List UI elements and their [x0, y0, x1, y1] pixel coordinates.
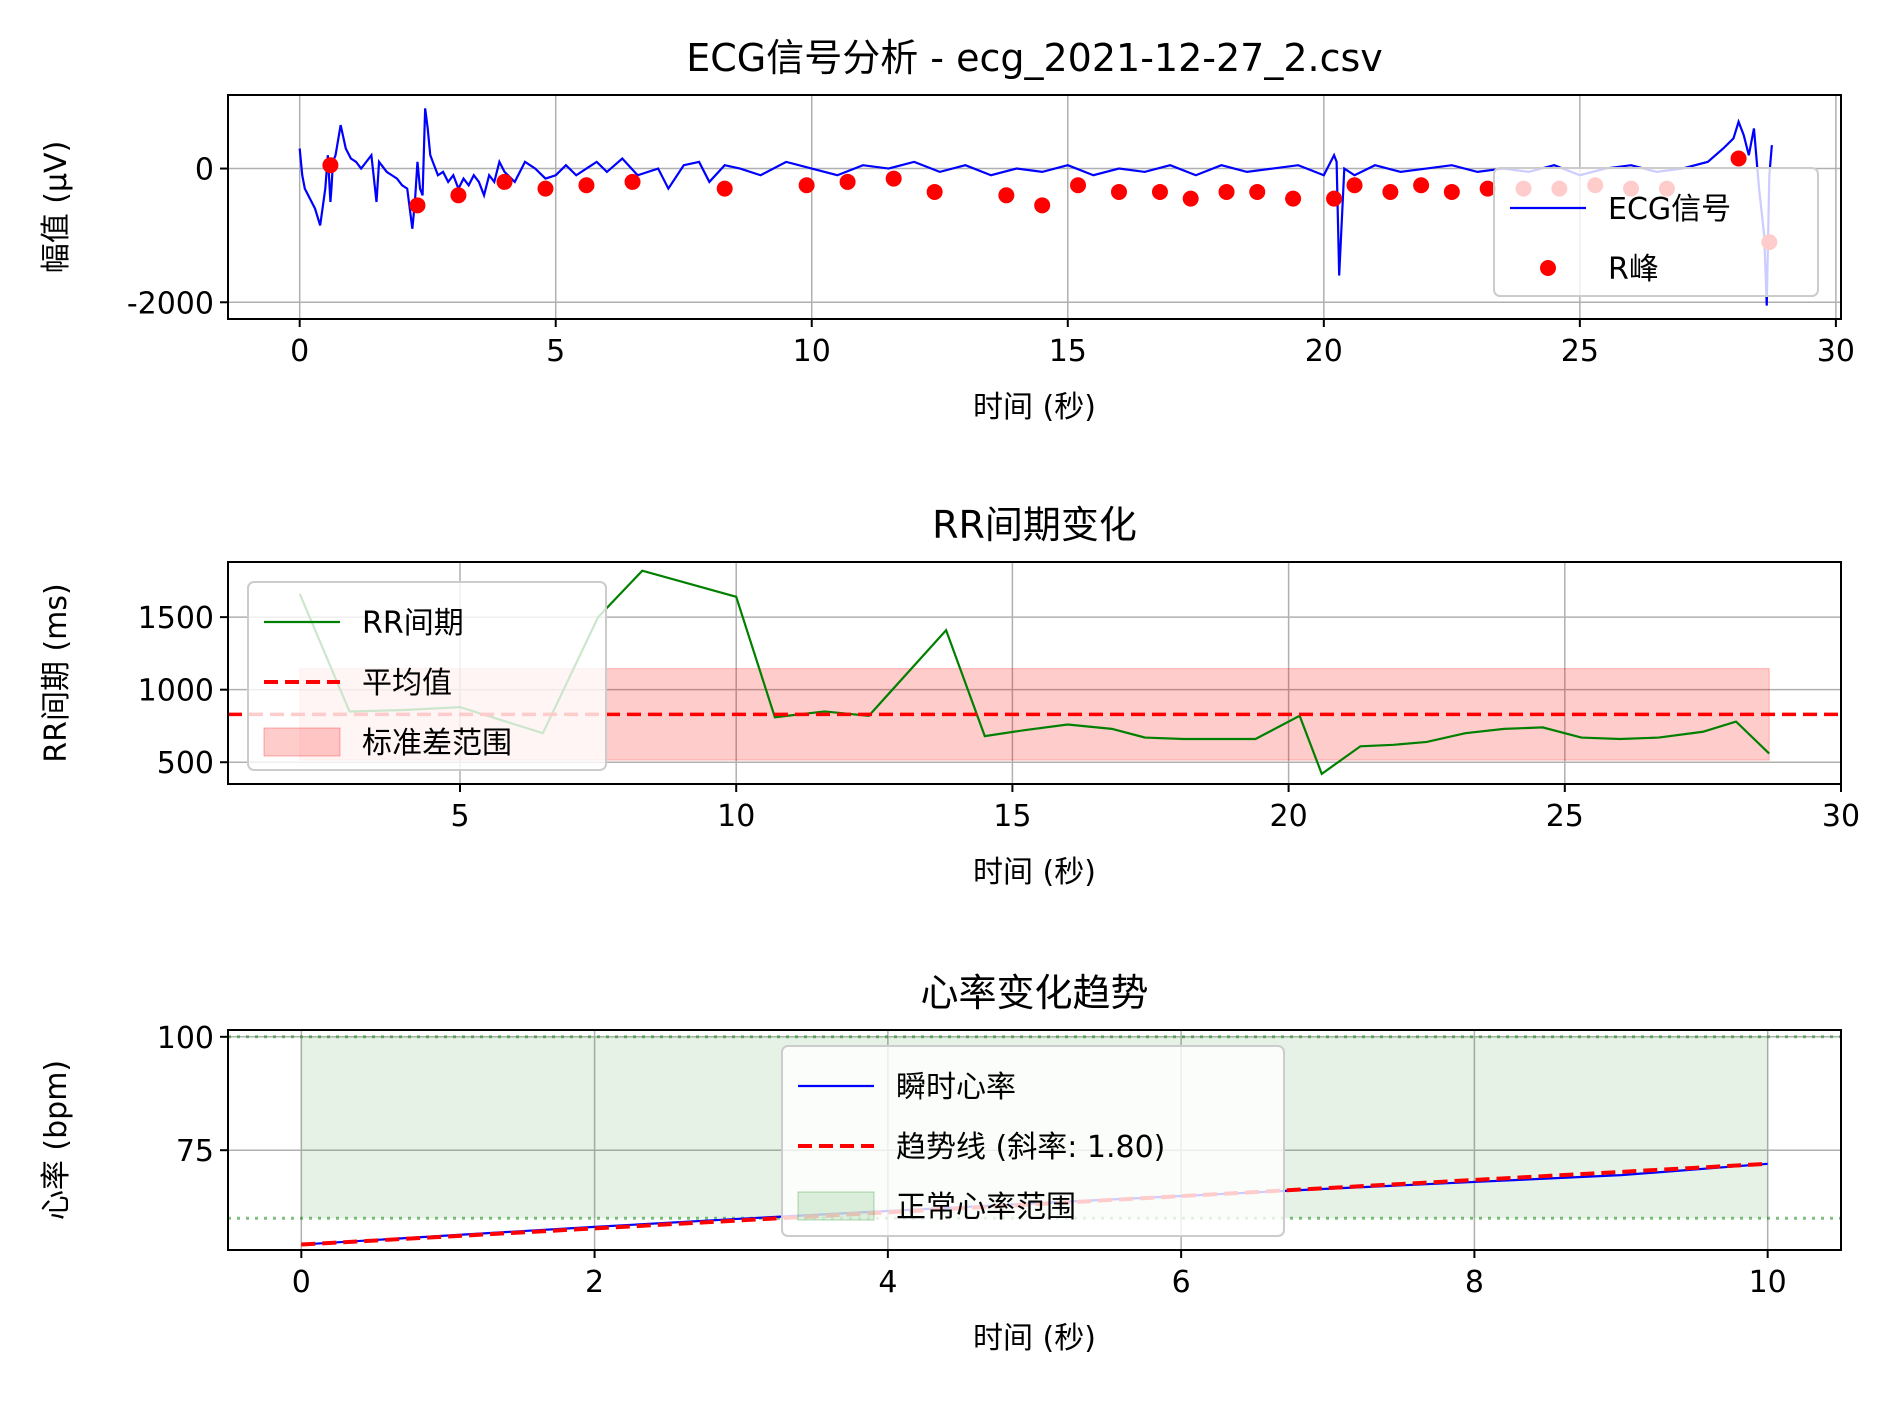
- x-tick-label: 0: [292, 1265, 311, 1300]
- r-peak-point: [1346, 177, 1363, 194]
- legend-box: [247, 581, 607, 771]
- x-tick-label: 10: [1749, 1265, 1787, 1300]
- r-peak-point: [1479, 180, 1496, 197]
- y-tick-label: 1000: [138, 674, 214, 709]
- y-tick-label: 75: [176, 1134, 214, 1169]
- x-tick-label: 10: [793, 334, 831, 369]
- legend-label: RR间期: [362, 606, 464, 641]
- x-tick-label: 5: [546, 334, 565, 369]
- legend-label: 正常心率范围: [896, 1190, 1076, 1225]
- r-peak-point: [1249, 183, 1266, 200]
- legend-label: 平均值: [362, 666, 452, 701]
- r-peak-point: [624, 173, 641, 190]
- x-axis-label: 时间 (秒): [973, 390, 1096, 425]
- x-tick-label: 4: [878, 1265, 897, 1300]
- legend-label: 瞬时心率: [896, 1070, 1016, 1105]
- legend-dot-swatch: [1540, 260, 1556, 276]
- x-tick-label: 20: [1305, 334, 1343, 369]
- r-peak-point: [885, 170, 902, 187]
- x-tick-label: 15: [1049, 334, 1087, 369]
- series-line-1: [298, 569, 1770, 776]
- r-peak-point: [798, 177, 815, 194]
- r-peak-point: [998, 187, 1015, 204]
- x-tick-label: 8: [1465, 1265, 1484, 1300]
- x-tick-label: 30: [1817, 334, 1855, 369]
- series-line-1: [298, 108, 1773, 306]
- legend-patch-swatch: [797, 1191, 875, 1221]
- chart-title: 心率变化趋势: [920, 971, 1148, 1015]
- r-peak-point: [409, 197, 426, 214]
- r-peak-point: [1070, 177, 1087, 194]
- r-peak-point: [1285, 190, 1302, 207]
- x-tick-label: 0: [290, 334, 309, 369]
- r-peak-point: [1326, 190, 1343, 207]
- r-peak-point: [496, 173, 513, 190]
- x-tick-label: 5: [450, 799, 469, 834]
- r-peak-point: [578, 177, 595, 194]
- r-peak-point: [322, 157, 339, 174]
- legend-label: 趋势线 (斜率: 1.80): [896, 1130, 1165, 1165]
- chart-1: 0 5 10 15 20 25 30 0 -2000 ECG信号分析 - ecg_2021-12-…: [39, 36, 1855, 425]
- y-tick-label: 500: [157, 746, 214, 781]
- x-tick-label: 20: [1270, 799, 1308, 834]
- r-peak-point: [1110, 183, 1127, 200]
- legend-patch-swatch: [263, 727, 341, 757]
- r-peak-point: [926, 183, 943, 200]
- axes-frame: [227, 94, 1842, 320]
- r-peak-point: [1182, 190, 1199, 207]
- x-tick-label: 6: [1172, 1265, 1191, 1300]
- legend-label: R峰: [1608, 252, 1659, 287]
- r-peak-point: [716, 180, 733, 197]
- r-peak-point: [1218, 183, 1235, 200]
- x-tick-label: 25: [1561, 334, 1599, 369]
- x-axis-label: 时间 (秒): [973, 1321, 1096, 1356]
- legend-box: [1493, 167, 1819, 297]
- r-peak-point: [450, 187, 467, 204]
- y-tick-label: 1500: [138, 601, 214, 636]
- r-peak-point: [1034, 197, 1051, 214]
- x-tick-label: 15: [993, 799, 1031, 834]
- legend-box: [781, 1045, 1285, 1237]
- r-peak-point: [1443, 183, 1460, 200]
- legend-label: 标准差范围: [362, 726, 512, 761]
- r-peak-point: [1730, 150, 1747, 167]
- chart-title: ECG信号分析 - ecg_2021-12-27_2.csv: [686, 36, 1383, 80]
- x-tick-label: 25: [1546, 799, 1584, 834]
- y-axis-label: RR间期 (ms): [39, 583, 74, 763]
- x-tick-label: 10: [717, 799, 755, 834]
- legend-1: ECG信号 R峰: [1493, 167, 1819, 297]
- r-peak-point: [1151, 183, 1168, 200]
- x-tick-label: 30: [1822, 799, 1860, 834]
- y-tick-label: 100: [157, 1021, 214, 1056]
- x-axis-label: 时间 (秒): [973, 855, 1096, 890]
- r-peak-point: [1413, 177, 1430, 194]
- r-peak-point: [537, 180, 554, 197]
- series-line-2: [301, 1161, 1768, 1247]
- y-tick-label: 0: [195, 153, 214, 188]
- axes-frame: [227, 1029, 1842, 1251]
- r-peak-point: [1382, 183, 1399, 200]
- chart-title: RR间期变化: [932, 503, 1137, 547]
- axes-frame: [227, 561, 1842, 785]
- x-tick-label: 2: [585, 1265, 604, 1300]
- y-axis-label: 心率 (bpm): [39, 1060, 74, 1220]
- r-peak-point: [839, 173, 856, 190]
- legend-label: ECG信号: [1608, 192, 1731, 227]
- y-tick-label: -2000: [127, 286, 214, 321]
- y-axis-label: 幅值 (μV): [39, 141, 74, 274]
